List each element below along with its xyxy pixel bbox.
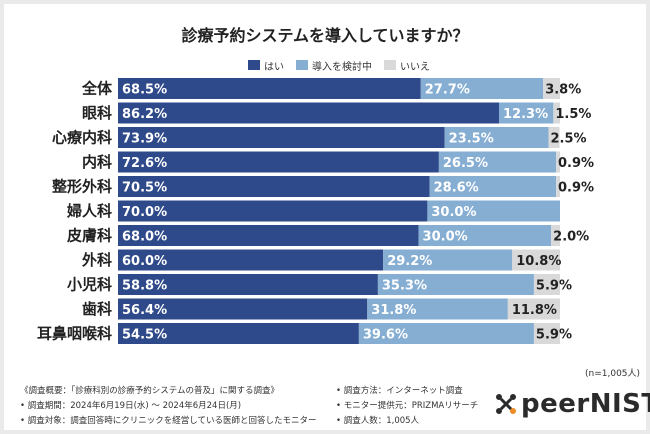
bar-segment-no <box>556 176 560 197</box>
legend-label-no: いいえ <box>400 61 430 73</box>
bar-segment-no <box>548 127 560 148</box>
bar-segment-considering <box>420 78 544 99</box>
bar-segment-yes <box>118 225 419 246</box>
bar-segment-no <box>533 323 560 344</box>
value-label-considering: 27.7% <box>425 83 470 98</box>
chart-title: 診療予約システムを導入していますか？ <box>181 26 469 45</box>
bar-segment-no <box>512 249 560 271</box>
bar-segment-considering <box>383 249 513 271</box>
legend-item-considering: 導入を検討中 <box>296 58 372 73</box>
value-label-considering: 28.6% <box>434 181 479 196</box>
peernist-logo-text: peerNIST <box>521 389 650 419</box>
value-label-considering: 26.5% <box>443 156 488 171</box>
survey-title-line: 《調査概要：「診療科別の診療予約システムの普及」に関する調査》 <box>20 386 279 396</box>
value-label-no: 5.9% <box>536 328 572 343</box>
value-label-yes: 56.4% <box>122 303 167 318</box>
legend-label-considering: 導入を検討中 <box>312 61 372 73</box>
value-label-yes: 58.8% <box>122 279 167 294</box>
category-label: 全体 <box>81 80 113 98</box>
value-label-no: 11.8% <box>512 303 557 318</box>
category-label: 婦人科 <box>66 202 112 220</box>
bar-segment-yes <box>118 176 430 197</box>
bar-segment-yes <box>118 127 445 148</box>
survey-target-line: • 調査対象：調査回答時にクリニックを経営している医師と回答したモニター <box>20 416 317 426</box>
bar-segment-yes <box>118 78 421 99</box>
bar-segment-considering <box>427 200 560 222</box>
value-label-no: 1.5% <box>555 107 591 122</box>
category-label: 整形外科 <box>52 178 112 196</box>
value-label-considering: 30.0% <box>423 230 468 245</box>
category-label: 心療内科 <box>52 129 112 147</box>
bar-segment-no <box>543 78 560 99</box>
peernist-logo-mark-icon <box>496 394 516 414</box>
bar-segment-no <box>553 102 560 124</box>
bar-segment-considering <box>377 274 534 295</box>
value-label-considering: 29.2% <box>387 254 432 269</box>
survey-count-line: • 調査人数：1,005人 <box>336 416 420 426</box>
bar-segment-yes <box>118 249 384 271</box>
legend-swatch-no <box>384 60 396 70</box>
category-label: 歯科 <box>82 300 112 318</box>
peernist-logo: peerNIST <box>495 389 650 419</box>
bar-segment-considering <box>499 102 554 124</box>
bar-segment-considering <box>444 127 549 148</box>
value-label-considering: 35.3% <box>382 279 427 294</box>
category-label: 耳鼻咽喉科 <box>37 325 112 343</box>
value-label-considering: 23.5% <box>449 132 494 147</box>
category-label: 外科 <box>81 251 112 269</box>
bar-segment-yes <box>118 323 359 344</box>
category-label: 小児科 <box>67 276 112 294</box>
legend-label-yes: はい <box>264 61 284 73</box>
value-label-yes: 72.6% <box>122 156 167 171</box>
value-label-no: 3.8% <box>545 83 581 98</box>
bar-segment-considering <box>418 225 552 246</box>
bar-segment-considering <box>429 176 557 197</box>
bar-segment-no <box>556 151 560 173</box>
value-label-yes: 68.0% <box>122 230 167 245</box>
legend-swatch-yes <box>248 60 260 70</box>
legend: はい 導入を検討中 いいえ <box>248 58 442 73</box>
value-label-no: 2.0% <box>553 230 589 245</box>
bar-segment-considering <box>438 151 557 173</box>
value-label-yes: 54.5% <box>122 328 167 343</box>
category-label: 内科 <box>82 153 112 171</box>
category-label: 皮膚科 <box>67 227 112 245</box>
value-label-considering: 30.0% <box>431 205 476 220</box>
legend-item-no: いいえ <box>384 58 430 73</box>
value-label-considering: 39.6% <box>363 328 408 343</box>
bar-segment-yes <box>118 298 368 320</box>
value-label-yes: 70.5% <box>122 181 167 196</box>
value-label-yes: 73.9% <box>122 132 167 147</box>
bar-segment-yes <box>118 274 378 295</box>
bar-segment-no <box>533 274 560 295</box>
value-label-considering: 31.8% <box>371 303 416 318</box>
legend-swatch-considering <box>296 60 308 70</box>
value-label-no: 0.9% <box>558 181 594 196</box>
sample-size-note: (n=1,005人) <box>585 369 641 379</box>
value-label-no: 10.8% <box>516 254 561 269</box>
legend-item-yes: はい <box>248 58 284 73</box>
bar-segment-considering <box>367 298 508 320</box>
value-label-yes: 60.0% <box>122 254 167 269</box>
survey-period-line: • 調査期間：2024年6月19日(水) ～ 2024年6月24日(月) <box>20 401 242 411</box>
bar-segment-no <box>551 225 560 246</box>
value-label-considering: 12.3% <box>503 107 548 122</box>
survey-method-line: • 調査方法：インターネット調査 <box>336 386 463 396</box>
bar-segment-no <box>507 298 560 320</box>
value-label-yes: 68.5% <box>122 83 167 98</box>
bar-segment-yes <box>118 102 500 124</box>
survey-summary-left: 《調査概要：「診療科別の診療予約システムの普及」に関する調査》 • 調査期間：2… <box>20 384 316 429</box>
bar-segment-considering <box>358 323 534 344</box>
survey-summary-right: • 調査方法：インターネット調査 • モニター提供元：PRIZMAリサーチ • … <box>336 384 478 429</box>
value-label-no: 0.9% <box>558 156 594 171</box>
category-label: 眼科 <box>82 104 112 122</box>
value-label-yes: 86.2% <box>122 107 167 122</box>
value-label-no: 2.5% <box>551 132 587 147</box>
value-label-no: 5.9% <box>536 279 572 294</box>
survey-provider-line: • モニター提供元：PRIZMAリサーチ <box>336 401 479 411</box>
bar-segment-yes <box>118 200 428 222</box>
value-label-yes: 70.0% <box>122 205 167 220</box>
bar-segment-yes <box>118 151 439 173</box>
